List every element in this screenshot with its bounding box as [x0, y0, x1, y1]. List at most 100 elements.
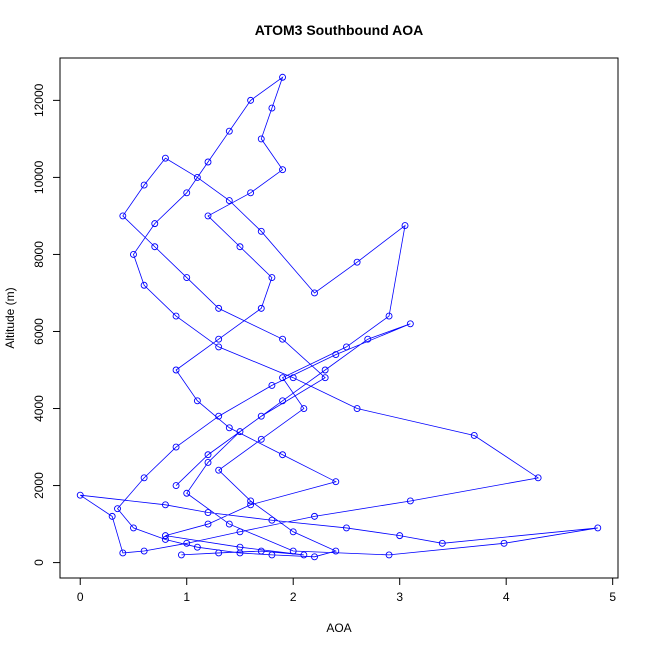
data-point — [364, 335, 372, 343]
data-point — [279, 374, 287, 382]
data-point — [183, 274, 191, 282]
data-point — [332, 547, 340, 555]
data-point — [289, 374, 297, 382]
data-point — [215, 412, 223, 420]
x-tick-label: 2 — [290, 590, 297, 604]
data-point — [204, 458, 212, 466]
data-point — [311, 553, 318, 561]
y-tick-label: 2000 — [32, 472, 46, 499]
data-point — [257, 227, 265, 235]
data-point — [385, 312, 393, 320]
data-point — [236, 528, 244, 536]
data-point — [130, 524, 137, 532]
data-point — [343, 524, 350, 532]
x-tick-label: 5 — [609, 590, 616, 604]
data-point — [300, 405, 308, 412]
data-point — [172, 443, 180, 451]
data-point — [193, 543, 201, 551]
data-point — [140, 547, 148, 555]
data-point — [594, 524, 602, 532]
data-point — [151, 243, 159, 251]
data-point — [500, 539, 508, 547]
data-point — [353, 405, 361, 412]
data-point — [183, 539, 191, 547]
data-point — [108, 512, 116, 520]
data-point — [247, 501, 255, 509]
data-point — [130, 250, 137, 258]
data-point — [311, 289, 318, 297]
data-point — [215, 466, 223, 474]
data-point — [215, 304, 223, 312]
y-tick-label: 10000 — [32, 160, 46, 194]
data-point — [257, 135, 265, 143]
data-point — [172, 482, 180, 490]
data-point — [343, 343, 350, 351]
x-axis-label: AOA — [326, 621, 351, 635]
data-point — [268, 274, 276, 282]
data-point — [161, 536, 169, 543]
data-point — [247, 189, 255, 197]
data-point — [204, 509, 212, 516]
data-point — [140, 181, 148, 189]
data-point — [193, 397, 201, 405]
data-point — [114, 505, 121, 513]
data-point — [353, 258, 361, 266]
data-point — [215, 335, 223, 343]
data-point — [236, 243, 244, 251]
data-point — [268, 104, 276, 112]
data-point — [257, 304, 265, 312]
data-point — [204, 158, 212, 166]
data-point — [406, 320, 414, 328]
data-point — [401, 222, 409, 230]
data-point — [172, 366, 180, 374]
data-point — [161, 501, 169, 509]
data-point — [332, 478, 340, 486]
data-point — [172, 312, 180, 320]
data-point — [119, 549, 127, 557]
data-point — [279, 451, 287, 459]
data-point — [257, 547, 265, 555]
data-point — [140, 281, 148, 289]
data-point — [321, 366, 329, 374]
x-tick-label: 3 — [396, 590, 403, 604]
x-tick-label: 4 — [503, 590, 510, 604]
data-point — [300, 551, 308, 559]
data-point — [279, 397, 287, 405]
data-point — [183, 489, 191, 497]
data-point — [289, 528, 297, 536]
data-point — [236, 549, 244, 557]
data-point — [470, 432, 478, 439]
data-point — [183, 189, 191, 197]
data-point — [225, 424, 233, 432]
x-tick-label: 0 — [77, 590, 84, 604]
data-point — [247, 497, 255, 505]
y-tick-label: 12000 — [32, 83, 46, 117]
y-tick-label: 6000 — [32, 318, 46, 345]
data-point — [332, 351, 340, 359]
data-point — [268, 381, 276, 389]
data-point — [438, 539, 446, 547]
data-point — [247, 96, 255, 104]
data-point — [225, 520, 233, 528]
data-point — [225, 197, 233, 204]
data-point — [161, 154, 169, 162]
data-point — [215, 343, 223, 351]
data-point — [396, 532, 404, 540]
data-point — [406, 497, 414, 505]
data-point — [257, 412, 265, 420]
data-point — [257, 435, 265, 443]
y-tick-label: 0 — [32, 559, 46, 566]
data-point — [204, 451, 212, 459]
data-point — [534, 474, 542, 482]
data-point — [311, 512, 318, 520]
data-point — [268, 551, 276, 559]
x-tick-label: 1 — [183, 590, 190, 604]
data-point — [268, 516, 276, 524]
data-point — [204, 212, 212, 220]
data-point — [385, 551, 393, 559]
data-point — [225, 127, 233, 135]
chart-title: ATOM3 Southbound AOA — [255, 22, 424, 38]
data-point — [321, 374, 329, 382]
data-point — [279, 335, 287, 343]
